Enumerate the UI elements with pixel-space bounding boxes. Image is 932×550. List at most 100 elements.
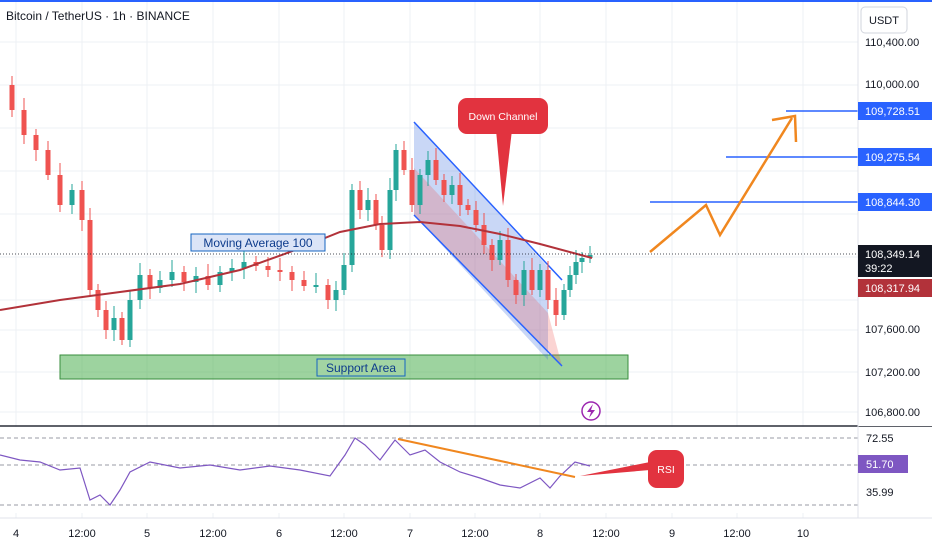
candle-body-48 bbox=[465, 205, 471, 210]
y-tick-4: 106,800.00 bbox=[865, 407, 920, 419]
countdown-text: 39:22 bbox=[865, 263, 893, 275]
candle-body-33 bbox=[349, 190, 355, 265]
candle-body-34 bbox=[357, 190, 363, 210]
candle-body-28 bbox=[301, 280, 307, 286]
rsi-callout-label: RSI bbox=[657, 464, 675, 476]
level-tag-1 bbox=[858, 102, 932, 120]
candle-body-38 bbox=[387, 190, 393, 250]
candle-body-4 bbox=[45, 150, 51, 175]
y-tick-1: 110,000.00 bbox=[865, 79, 919, 91]
candle-body-58 bbox=[545, 270, 551, 300]
rsi-tick-lower: 35.99 bbox=[866, 487, 894, 499]
candle-body-15 bbox=[147, 275, 153, 288]
candle-body-59 bbox=[553, 300, 559, 315]
candle-body-51 bbox=[489, 245, 495, 260]
candle-body-20 bbox=[205, 276, 211, 285]
support-label: Support Area bbox=[326, 361, 396, 375]
candle-body-6 bbox=[69, 190, 75, 205]
callout-pointer bbox=[496, 130, 512, 206]
candle-body-63 bbox=[579, 258, 585, 262]
candle-body-16 bbox=[157, 280, 163, 288]
ma-label: Moving Average 100 bbox=[203, 236, 313, 250]
current-price-tag bbox=[858, 245, 932, 277]
candle-body-23 bbox=[241, 262, 247, 268]
currency-label: USDT bbox=[869, 15, 899, 27]
candle-body-37 bbox=[379, 225, 385, 250]
x-tick-1: 12:00 bbox=[68, 528, 96, 540]
support-label-box bbox=[316, 358, 406, 377]
channel-bottom-line bbox=[413, 214, 563, 367]
x-tick-11: 12:00 bbox=[723, 528, 751, 540]
candle-body-14 bbox=[137, 275, 143, 300]
candle-body-61 bbox=[567, 275, 573, 290]
level-tag-3-text: 108,844.30 bbox=[865, 197, 920, 209]
candle-body-43 bbox=[425, 160, 431, 175]
rsi-callout-box bbox=[648, 450, 684, 488]
projection-arrowhead bbox=[771, 114, 798, 143]
rsi-value-tag bbox=[858, 455, 908, 473]
candle-body-44 bbox=[433, 160, 439, 180]
ma-price-tag bbox=[858, 279, 932, 297]
candle-body-56 bbox=[529, 270, 535, 290]
candle-body-22 bbox=[229, 268, 235, 272]
candle-body-31 bbox=[333, 290, 339, 300]
grid bbox=[0, 2, 858, 518]
candle-body-1 bbox=[9, 85, 15, 110]
down-channel-callout: Down Channel bbox=[458, 98, 548, 206]
currency-button[interactable] bbox=[860, 6, 908, 34]
candle-body-49 bbox=[473, 210, 479, 225]
candle-body-18 bbox=[181, 272, 187, 282]
channel-fill-lower bbox=[414, 168, 562, 366]
candle-body-36 bbox=[373, 200, 379, 225]
projection-path bbox=[649, 117, 794, 253]
candle-body-17 bbox=[169, 272, 175, 280]
level-tag-2-text: 109,275.54 bbox=[865, 152, 920, 164]
candle-body-55 bbox=[521, 270, 527, 295]
x-tick-0: 4 bbox=[13, 528, 19, 540]
x-tick-12: 10 bbox=[797, 528, 809, 540]
candle-body-7 bbox=[79, 190, 85, 220]
candle-body-46 bbox=[449, 185, 455, 195]
ma-price-text: 108,317.94 bbox=[865, 283, 920, 295]
chart-title: Bitcoin / TetherUS · 1h · BINANCE bbox=[6, 9, 190, 23]
ma-label-box bbox=[190, 233, 326, 252]
projection-arrow bbox=[649, 114, 798, 253]
candle-body-19 bbox=[193, 276, 199, 282]
candle-body-60 bbox=[561, 290, 567, 315]
y-tick-3: 107,200.00 bbox=[865, 367, 920, 379]
candle-body-39 bbox=[393, 150, 399, 190]
rsi-tick-upper: 72.55 bbox=[866, 433, 894, 445]
y-tick-2: 107,600.00 bbox=[865, 324, 920, 336]
candle-body-41 bbox=[409, 170, 415, 205]
callout-label: Down Channel bbox=[469, 111, 538, 123]
price-axis[interactable]: USDT 110,400.00 110,000.00 107,600.00 10… bbox=[857, 2, 932, 518]
rsi-axis[interactable]: 72.55 51.70 35.99 bbox=[858, 433, 908, 499]
level-tag-2 bbox=[858, 148, 932, 166]
x-tick-8: 8 bbox=[537, 528, 543, 540]
x-tick-10: 9 bbox=[669, 528, 675, 540]
candle-body-32 bbox=[341, 265, 347, 290]
support-area: Support Area bbox=[59, 354, 629, 380]
moving-average-line bbox=[0, 220, 593, 311]
candle-body-57 bbox=[537, 270, 543, 290]
candle-body-3 bbox=[33, 135, 39, 150]
time-axis[interactable]: 4 12:00 5 12:00 6 12:00 7 12:00 8 12:00 9 12:00 10 bbox=[0, 517, 932, 540]
rsi-callout-pointer bbox=[580, 462, 650, 476]
lightning-icon[interactable] bbox=[581, 401, 601, 421]
candle-body-45 bbox=[441, 180, 447, 195]
moving-average-annotation: Moving Average 100 bbox=[190, 233, 326, 252]
candle-body-5 bbox=[57, 175, 63, 205]
x-tick-3: 12:00 bbox=[199, 528, 227, 540]
candle-body-8 bbox=[87, 220, 93, 290]
rsi-divergence-line bbox=[397, 438, 576, 478]
callout-box bbox=[458, 98, 548, 134]
candle-body-52 bbox=[497, 240, 503, 260]
candle-body-62 bbox=[573, 262, 579, 275]
x-tick-5: 12:00 bbox=[330, 528, 358, 540]
top-border bbox=[0, 0, 932, 2]
candle-body-35 bbox=[365, 200, 371, 210]
candle-body-50 bbox=[481, 225, 487, 245]
candle-body-13 bbox=[127, 300, 133, 340]
candle-body-27 bbox=[289, 272, 295, 280]
